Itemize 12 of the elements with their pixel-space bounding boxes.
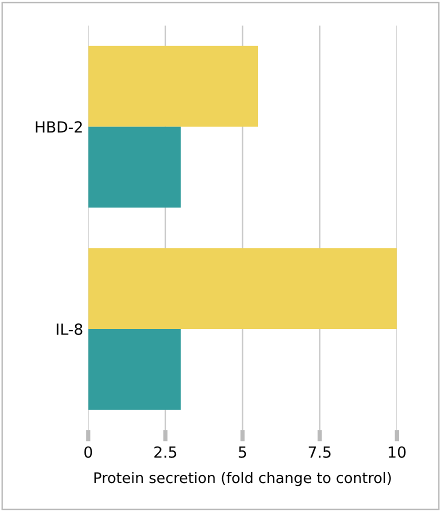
bar [88,248,397,329]
x-tick-label: 7.5 [308,446,331,458]
x-tick-label: 10 [388,446,406,458]
bar [88,126,181,208]
bar [88,328,181,410]
x-tick-label: 5 [238,446,246,458]
x-tick-label: 0 [84,446,92,458]
y-tick-label: IL-8 [56,323,82,335]
bar [88,46,258,127]
y-tick-label: HBD-2 [36,121,82,133]
x-tick-label: 2.5 [154,446,176,458]
x-axis-title: Protein secretion (fold change to control) [94,472,391,486]
